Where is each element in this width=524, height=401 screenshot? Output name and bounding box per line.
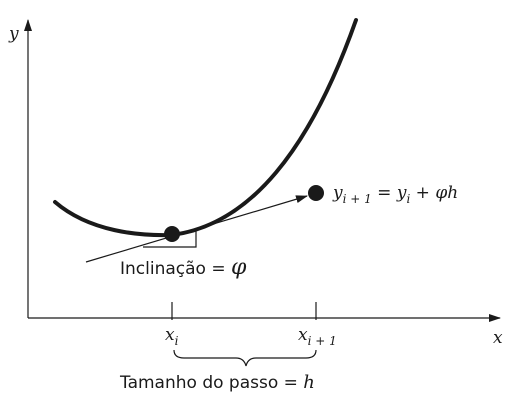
solution-curve <box>53 18 358 238</box>
y-axis-label: y <box>8 24 19 44</box>
euler-formula: yi + 1 = yi + φh <box>332 183 458 206</box>
slope-label: Inclinação = φ <box>120 255 247 280</box>
tick-label-xi1: xi + 1 <box>298 325 337 348</box>
tick-label-xi: xi <box>165 325 179 348</box>
step-brace <box>173 349 317 367</box>
slope-arrow <box>85 195 308 263</box>
point-xi <box>164 226 180 242</box>
slope-triangle <box>143 231 197 248</box>
x-axis-label: x <box>493 328 503 348</box>
point-xi1 <box>308 185 324 201</box>
step-size-label: Tamanho do passo = h <box>119 372 315 393</box>
